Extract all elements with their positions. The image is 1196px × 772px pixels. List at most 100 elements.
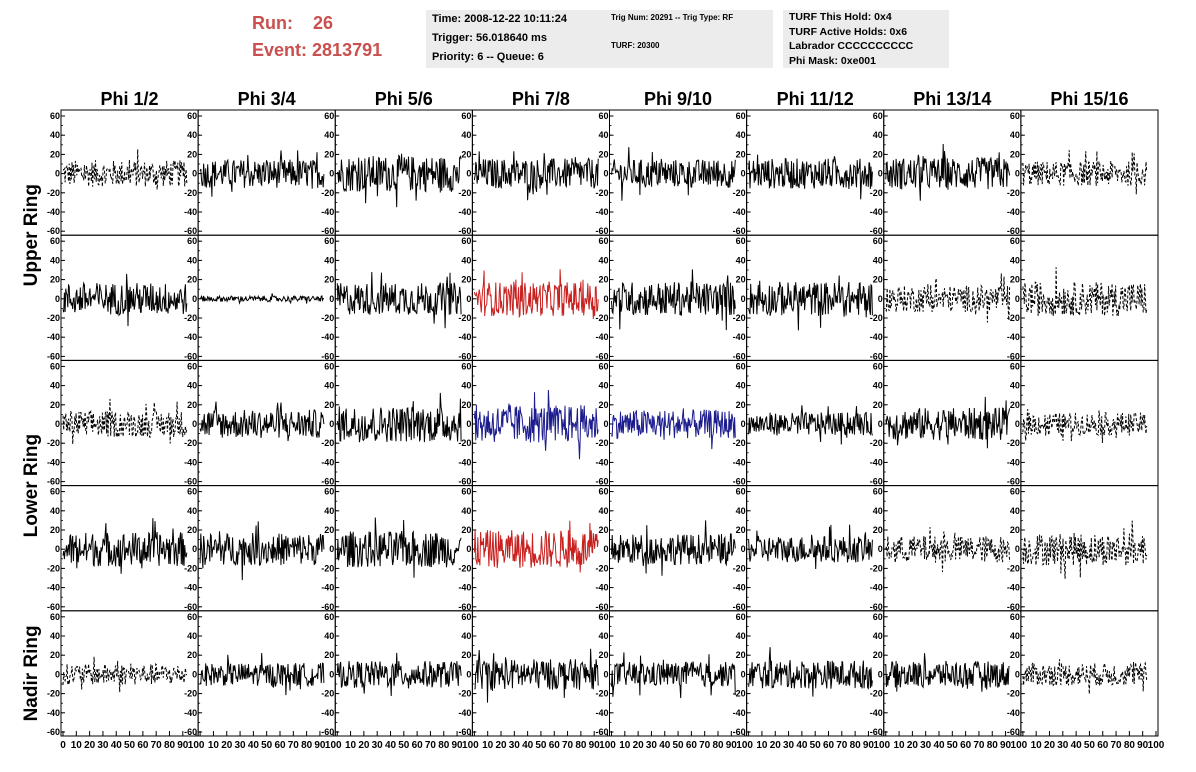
y-tick-label: -60 xyxy=(321,477,334,487)
y-tick-label: 40 xyxy=(187,130,197,140)
y-tick-label: -20 xyxy=(595,188,608,198)
waveform-trace xyxy=(199,401,325,442)
y-tick-label: -60 xyxy=(870,727,883,737)
y-tick-label: -60 xyxy=(321,602,334,612)
x-tick-label: 30 xyxy=(1057,740,1069,751)
time-text: Time: 2008-12-22 10:11:24 xyxy=(432,13,567,25)
y-tick-label: -40 xyxy=(870,332,883,342)
y-tick-label: 60 xyxy=(461,487,471,497)
x-tick-label: 50 xyxy=(398,740,410,751)
panel-frame xyxy=(1020,359,1159,487)
y-tick-label: -20 xyxy=(595,563,608,573)
y-tick-label: -20 xyxy=(458,188,471,198)
waveform-trace xyxy=(611,408,736,450)
y-tick-label: -20 xyxy=(184,188,197,198)
y-tick-label: 20 xyxy=(461,149,471,159)
y-tick-label: -40 xyxy=(184,583,197,593)
waveform-trace xyxy=(748,405,873,445)
waveform-trace xyxy=(336,153,462,208)
x-tick-label: 20 xyxy=(1044,740,1056,751)
x-tick-label: 100 xyxy=(1011,740,1028,751)
y-tick-label: 40 xyxy=(598,506,608,516)
y-tick-label: -20 xyxy=(870,438,883,448)
y-tick-label: 20 xyxy=(1010,275,1020,285)
y-tick-label: 20 xyxy=(736,650,746,660)
waveform-trace xyxy=(336,271,462,329)
y-tick-label: 0 xyxy=(55,294,60,304)
y-tick-label: 60 xyxy=(461,236,471,246)
x-tick-label: 10 xyxy=(208,740,220,751)
y-tick-label: -40 xyxy=(595,583,608,593)
y-tick-label: 20 xyxy=(187,275,197,285)
time-info-box: Time: 2008-12-22 10:11:24 Trigger: 56.01… xyxy=(426,10,607,68)
y-tick-label: 20 xyxy=(187,650,197,660)
y-tick-label: -20 xyxy=(733,313,746,323)
column-title: Phi 15/16 xyxy=(1050,89,1128,109)
x-tick-label: 60 xyxy=(823,740,835,751)
y-tick-label: -20 xyxy=(1007,563,1020,573)
column-title: Phi 5/6 xyxy=(375,89,433,109)
y-tick-label: -40 xyxy=(184,457,197,467)
x-tick-label: 60 xyxy=(960,740,972,751)
x-tick-label: 30 xyxy=(783,740,795,751)
y-tick-label: -20 xyxy=(595,313,608,323)
run-label: Run: xyxy=(252,13,293,33)
x-tick-label: 70 xyxy=(151,740,163,751)
y-tick-label: 0 xyxy=(329,544,334,554)
y-tick-label: -20 xyxy=(1007,689,1020,699)
y-tick-label: 20 xyxy=(873,525,883,535)
y-tick-label: 40 xyxy=(461,255,471,265)
x-tick-label: 20 xyxy=(495,740,507,751)
y-tick-label: 40 xyxy=(598,381,608,391)
y-tick-label: -60 xyxy=(184,351,197,361)
y-tick-label: -20 xyxy=(47,313,60,323)
y-tick-label: 0 xyxy=(878,169,883,179)
y-tick-label: -60 xyxy=(321,727,334,737)
y-tick-label: 40 xyxy=(736,130,746,140)
x-tick-label: 10 xyxy=(345,740,357,751)
y-tick-label: 0 xyxy=(878,294,883,304)
y-tick-label: 60 xyxy=(187,111,197,121)
y-tick-label: 40 xyxy=(50,130,60,140)
y-tick-label: -20 xyxy=(184,689,197,699)
panel-frame xyxy=(197,109,336,236)
y-tick-label: -40 xyxy=(321,708,334,718)
x-tick-label: 40 xyxy=(111,740,123,751)
y-tick-label: 20 xyxy=(598,650,608,660)
x-tick-label: 30 xyxy=(372,740,384,751)
y-tick-label: 20 xyxy=(598,275,608,285)
y-tick-label: -20 xyxy=(47,689,60,699)
x-tick-label: 70 xyxy=(425,740,437,751)
y-tick-label: 0 xyxy=(603,669,608,679)
y-tick-label: 0 xyxy=(192,294,197,304)
y-tick-label: 40 xyxy=(1010,381,1020,391)
x-tick-label: 40 xyxy=(1071,740,1083,751)
event-value: 2813791 xyxy=(312,40,383,60)
y-tick-label: 0 xyxy=(329,294,334,304)
y-tick-label: 20 xyxy=(736,275,746,285)
waveform-trace xyxy=(199,652,325,696)
x-tick-label: 10 xyxy=(1031,740,1043,751)
y-tick-label: -60 xyxy=(1007,727,1020,737)
x-tick-label: 80 xyxy=(164,740,176,751)
x-tick-label: 10 xyxy=(71,740,83,751)
y-tick-label: -40 xyxy=(458,583,471,593)
panel-frame xyxy=(334,485,473,612)
x-tick-label: 40 xyxy=(248,740,260,751)
y-tick-label: 20 xyxy=(873,275,883,285)
y-tick-label: -20 xyxy=(47,438,60,448)
y-tick-label: 20 xyxy=(873,650,883,660)
y-tick-label: 40 xyxy=(461,130,471,140)
y-tick-label: -40 xyxy=(321,332,334,342)
y-tick-label: 20 xyxy=(324,525,334,535)
y-tick-label: -40 xyxy=(47,583,60,593)
y-tick-label: -20 xyxy=(321,438,334,448)
y-tick-label: -40 xyxy=(47,332,60,342)
y-tick-label: -40 xyxy=(184,708,197,718)
y-tick-label: 60 xyxy=(187,361,197,371)
y-tick-label: 20 xyxy=(461,275,471,285)
y-tick-label: 60 xyxy=(50,612,60,622)
x-tick-label: 70 xyxy=(973,740,985,751)
x-tick-label: 30 xyxy=(97,740,109,751)
waveform-trace xyxy=(336,517,462,578)
